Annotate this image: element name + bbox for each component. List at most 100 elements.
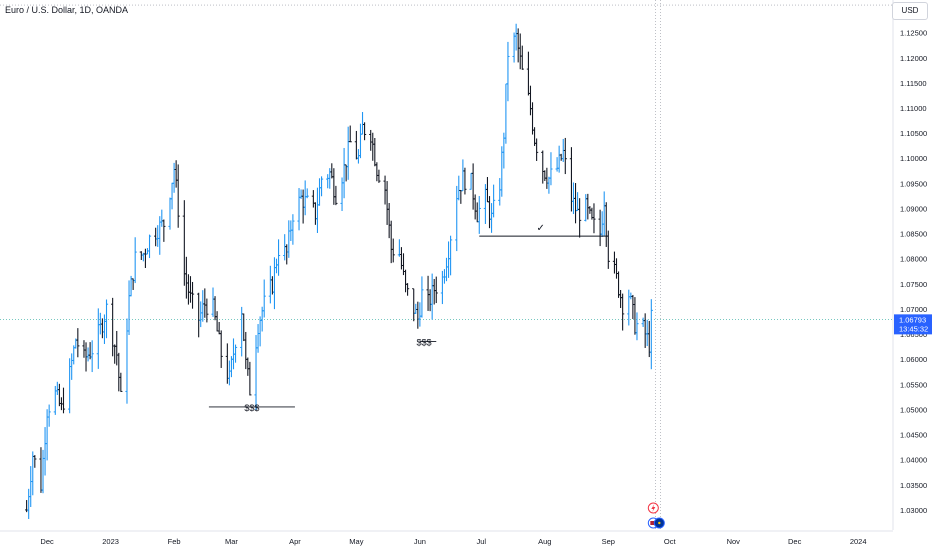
down-bar [604, 202, 608, 247]
down-bar [616, 271, 621, 298]
up-bar [461, 159, 465, 192]
x-tick-label: Jun [414, 537, 426, 546]
down-bar [432, 278, 436, 305]
up-bar [627, 289, 631, 326]
price-tag-value: 1.06793 [899, 315, 926, 324]
price-tag-countdown: 13:45:32 [899, 324, 928, 333]
up-bar [457, 175, 461, 201]
down-bar [154, 227, 158, 247]
down-bar [412, 288, 416, 322]
up-bar [29, 466, 33, 507]
up-bar [262, 279, 266, 318]
down-bar [115, 330, 119, 366]
up-bar [41, 449, 45, 494]
down-bar [471, 163, 475, 210]
up-bar [483, 184, 488, 224]
down-bar [592, 203, 596, 234]
down-bar [162, 219, 166, 242]
up-bar [414, 303, 418, 314]
down-bar [117, 352, 121, 392]
up-bar [70, 353, 74, 380]
up-bar [27, 488, 31, 520]
up-bar [287, 220, 291, 258]
down-bar [334, 185, 338, 206]
down-bar [205, 298, 209, 323]
down-bar [543, 170, 547, 181]
down-bar [459, 189, 463, 204]
up-bar [358, 123, 363, 159]
up-bar [328, 168, 332, 189]
down-bar [516, 28, 520, 63]
up-bar [418, 302, 422, 327]
annotation-label: ✓ [537, 223, 545, 234]
up-bar [104, 299, 109, 339]
down-bar [405, 283, 410, 296]
up-bar [55, 381, 59, 395]
down-bar [313, 202, 318, 225]
down-bar [434, 276, 438, 304]
x-tick-label: May [349, 537, 363, 546]
down-bar [633, 297, 637, 335]
up-bar [645, 319, 649, 347]
y-tick-label: 1.06000 [900, 355, 927, 364]
down-bar [541, 150, 545, 184]
down-bar [197, 292, 201, 338]
down-bar [215, 311, 219, 332]
currency-selector[interactable]: USD [892, 2, 928, 20]
down-bar [76, 328, 80, 358]
up-bar [512, 32, 516, 63]
down-bar [643, 313, 647, 348]
down-bar [618, 289, 623, 309]
up-bar [430, 273, 434, 320]
down-bar [528, 85, 533, 116]
down-bar [487, 196, 492, 229]
up-bar [90, 340, 94, 373]
down-bar [545, 167, 549, 189]
down-bar [143, 248, 148, 268]
down-bar [387, 203, 391, 239]
y-tick-label: 1.10000 [900, 154, 927, 163]
up-bar [420, 276, 424, 318]
x-tick-label: Mar [225, 537, 238, 546]
price-tag-box [894, 314, 932, 335]
down-bar [573, 183, 578, 224]
y-tick-label: 1.03500 [900, 481, 927, 490]
up-bar [53, 385, 57, 415]
up-bar [297, 188, 301, 231]
down-bar [33, 455, 37, 468]
down-bar [426, 275, 430, 311]
up-bar [469, 172, 473, 190]
x-tick-label: Dec [40, 537, 54, 546]
down-bar [598, 209, 602, 247]
time-axis[interactable]: Dec 2023 Feb Mar Apr May Jun Jul Aug Sep Oct Nov Dec… [40, 537, 866, 546]
up-bar [498, 178, 502, 206]
price-axis[interactable]: 1.03000 1.03500 1.04000 1.04500 1.05000 1.055… [900, 4, 927, 515]
down-bar [82, 340, 86, 358]
y-tick-label: 1.11500 [900, 79, 927, 88]
down-bar [428, 289, 432, 312]
up-bar [305, 188, 309, 199]
y-tick-label: 1.05000 [900, 405, 927, 414]
up-bar [649, 299, 653, 370]
up-bar [489, 203, 494, 233]
down-bar [139, 251, 143, 260]
ohlc-bars [25, 23, 653, 520]
up-bar [47, 404, 51, 427]
y-tick-label: 1.10500 [900, 129, 927, 138]
down-bar [612, 251, 617, 274]
down-bar [485, 177, 490, 203]
down-bar [369, 129, 373, 151]
up-bar [172, 162, 176, 193]
x-tick-label: Oct [664, 537, 677, 546]
eu-flag-icon [653, 517, 665, 529]
up-bar [199, 301, 203, 328]
down-bar [182, 200, 186, 286]
down-bar [463, 167, 467, 195]
y-tick-label: 1.09500 [900, 179, 927, 188]
event-icons [647, 502, 665, 529]
y-tick-label: 1.12500 [900, 29, 927, 38]
x-tick-label: 2023 [102, 537, 119, 546]
us-flag-fill [650, 521, 657, 525]
